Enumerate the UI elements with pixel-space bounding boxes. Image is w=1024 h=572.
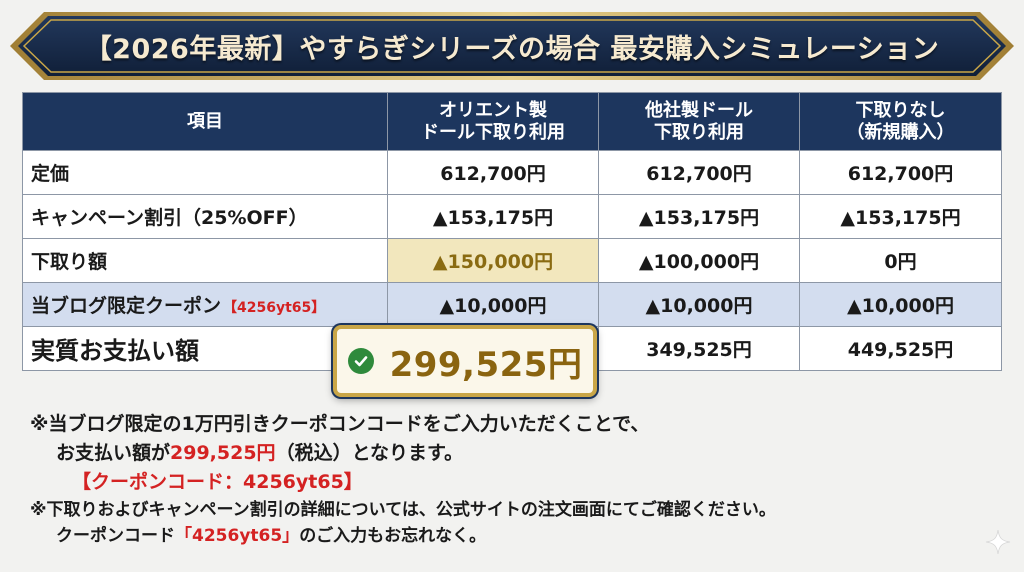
table-row-coupon: 当ブログ限定クーポン 【4256yt65】 ▲10,000円 ▲10,000円 ▲…: [22, 282, 1002, 327]
note-line-1: ※当ブログ限定の1万円引きクーポコンコードをご入力いただくことで、: [30, 413, 650, 435]
cell-value: 449,525円: [799, 326, 1002, 371]
table-row-campaign: キャンペーン割引（25%OFF） ▲153,175円 ▲153,175円 ▲15…: [22, 194, 1002, 239]
cell-value: 612,700円: [799, 150, 1002, 195]
row-label-cell: 当ブログ限定クーポン 【4256yt65】: [22, 282, 388, 327]
note-text: のご入力もお忘れなく。: [299, 526, 487, 546]
row-label: キャンペーン割引（25%OFF）: [22, 194, 388, 239]
note-text: （税込）となります。: [275, 442, 464, 464]
header-orient-tradein: オリエント製 ドール下取り利用: [387, 92, 599, 151]
note-line-2: お支払い額が299,525円（税込）となります。: [30, 439, 1010, 468]
cell-value: ▲100,000円: [598, 238, 800, 283]
note-line-3: ※下取りおよびキャンペーン割引の詳細については、公式サイトの注文画面にてご確認く…: [30, 500, 776, 520]
notes-section: ※当ブログ限定の1万円引きクーポコンコードをご入力いただくことで、 お支払い額が…: [30, 410, 1010, 549]
coupon-code-line: 【クーポンコード：4256yt65】: [72, 471, 363, 493]
title-banner: 【2026年最新】やすらぎシリーズの場合 最安購入シミュレーション: [10, 10, 1014, 82]
check-circle-icon: [347, 348, 374, 374]
note-amount: 299,525円: [170, 442, 276, 464]
cell-value: ▲10,000円: [799, 282, 1002, 327]
best-total-highlight: 299,525円: [333, 325, 597, 397]
cell-value: ▲153,175円: [387, 194, 599, 239]
row-label: 定価: [22, 150, 388, 195]
row-label: 下取り額: [22, 238, 388, 283]
table-header-row: 項目 オリエント製 ドール下取り利用 他社製ドール 下取り利用 下取りなし （新…: [22, 92, 1002, 151]
cell-value: ▲153,175円: [799, 194, 1002, 239]
header-item: 項目: [22, 92, 388, 151]
best-total-amount: 299,525円: [389, 344, 583, 385]
header-no-tradein: 下取りなし （新規購入）: [799, 92, 1002, 151]
coupon-code-badge: 【4256yt65】: [223, 300, 326, 316]
cell-value: ▲10,000円: [387, 282, 599, 327]
note-line-4: クーポンコード「4256yt65」のご入力もお忘れなく。: [30, 523, 1010, 549]
cell-value: 612,700円: [598, 150, 800, 195]
row-label: 当ブログ限定クーポン: [31, 295, 222, 317]
table-row-tradein: 下取り額 ▲150,000円 ▲100,000円 0円: [22, 238, 1002, 283]
cell-value: 0円: [799, 238, 1002, 283]
note-text: お支払い額が: [56, 442, 171, 464]
page-title: 【2026年最新】やすらぎシリーズの場合 最安購入シミュレーション: [84, 33, 940, 65]
note-text: クーポンコード: [56, 526, 175, 546]
cell-value: ▲153,175円: [598, 194, 800, 239]
cell-value: ▲10,000円: [598, 282, 800, 327]
cell-value: 349,525円: [598, 326, 800, 371]
banner-shape: [10, 12, 1014, 80]
cell-value-highlighted: ▲150,000円: [387, 238, 599, 283]
table-row-list-price: 定価 612,700円 612,700円 612,700円: [22, 150, 1002, 195]
sparkle-icon: [985, 529, 1011, 555]
header-other-tradein: 他社製ドール 下取り利用: [598, 92, 800, 151]
cell-value: 612,700円: [387, 150, 599, 195]
note-coupon-code: 「4256yt65」: [175, 526, 300, 546]
